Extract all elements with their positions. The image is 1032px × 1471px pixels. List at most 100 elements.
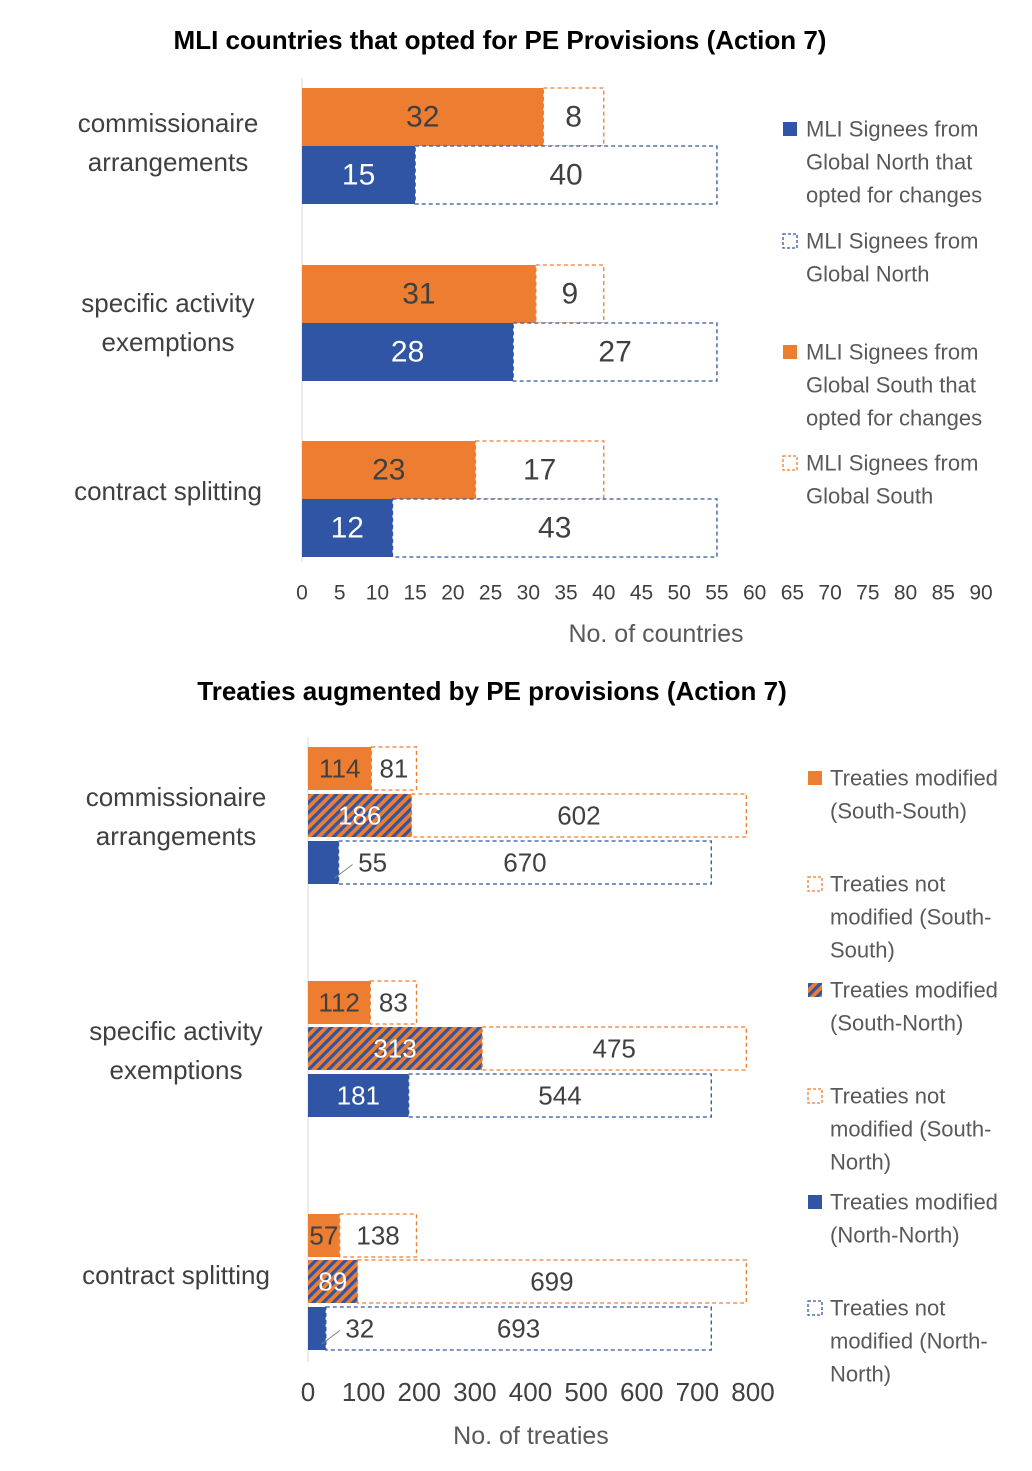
chart2-data-label: 89	[318, 1267, 347, 1297]
chart2-bar-south-south-not-modified	[369, 980, 418, 1025]
chart2-bar-south-north-not-modified	[410, 793, 747, 838]
chart1-x-tick-label: 60	[743, 582, 766, 605]
chart2-bar-north-north-modified	[308, 841, 339, 884]
chart1-data-label: 17	[523, 454, 556, 487]
chart2-category-label: exemptions	[110, 1055, 243, 1085]
chart2-category-label: contract splitting	[82, 1260, 270, 1290]
chart1-legend-label: Global North that	[806, 150, 972, 175]
chart1-x-tick-label: 15	[403, 582, 426, 605]
chart2-legend-label: Treaties not	[830, 1084, 945, 1109]
chart1-legend-label: Global South that	[806, 373, 976, 398]
chart2-legend-label: modified (North-	[830, 1329, 988, 1354]
chart2-data-label: 602	[557, 801, 600, 831]
chart2-legend-swatch	[807, 1088, 823, 1104]
chart2-x-tick-label: 700	[676, 1377, 719, 1407]
chart1-legend-label: MLI Signees from	[806, 340, 978, 365]
chart1-legend-swatch	[782, 455, 798, 471]
chart2-data-label: 693	[497, 1314, 540, 1344]
chart1-data-label: 9	[561, 278, 578, 311]
chart2-bar-north-north-modified	[308, 1307, 326, 1350]
chart1-category-label: specific activity	[81, 288, 254, 318]
chart1-x-tick-label: 55	[705, 582, 728, 605]
chart1-bar-south-opted	[302, 88, 544, 146]
chart2-data-label: 670	[503, 848, 546, 878]
chart1-title: MLI countries that opted for PE Provisio…	[174, 25, 827, 55]
chart2-data-label: 475	[593, 1034, 636, 1064]
chart1-data-label: 40	[549, 159, 582, 192]
chart1-x-tick-label: 40	[592, 582, 615, 605]
chart2-data-label: 181	[337, 1081, 380, 1111]
chart1-bar-south-opted	[302, 265, 536, 323]
chart1-category-label: commissionaire	[78, 108, 259, 138]
chart1-legend-label: MLI Signees from	[806, 117, 978, 142]
chart2-bar-south-south-modified	[308, 981, 371, 1024]
chart1-data-label: 8	[565, 101, 582, 134]
chart2-data-label: 313	[373, 1034, 416, 1064]
chart2-category-label: commissionaire	[86, 782, 267, 812]
chart1-x-tick-label: 75	[856, 582, 879, 605]
chart1-data-label: 28	[391, 336, 424, 369]
chart2-legend-label: (South-North)	[830, 1011, 963, 1036]
chart2-data-label: 544	[538, 1081, 581, 1111]
chart2-legend-swatch	[807, 876, 823, 892]
chart1-x-tick-label: 10	[366, 582, 389, 605]
chart2-bar-south-north-modified	[308, 794, 412, 837]
chart2-bar-north-north-not-modified	[408, 1073, 712, 1118]
chart1-x-tick-label: 85	[932, 582, 955, 605]
chart1-x-tick-label: 45	[630, 582, 653, 605]
chart1-legend-swatch	[782, 233, 798, 249]
chart1-legend-label: opted for changes	[806, 406, 982, 431]
chart2-legend-label: Treaties not	[830, 1296, 945, 1321]
chart1-bar-south-signees	[535, 264, 605, 324]
chart2-legend-swatch	[807, 1300, 823, 1316]
chart1-legend-label: opted for changes	[806, 183, 982, 208]
chart2-legend-label: Treaties not	[830, 872, 945, 897]
chart1-bar-south-opted	[302, 441, 476, 499]
chart1-x-tick-label: 90	[969, 582, 992, 605]
chart2-legend-label: modified (South-	[830, 905, 991, 930]
chart2-data-label: 32	[345, 1314, 374, 1344]
chart2-x-tick-label: 500	[564, 1377, 607, 1407]
chart1-x-axis-title: No. of countries	[568, 620, 743, 648]
chart2-bar-south-north-modified	[308, 1027, 483, 1070]
chart2-bar-south-north-not-modified	[356, 1259, 747, 1304]
chart1-bar-south-signees	[542, 87, 605, 147]
chart2-bar-south-north-modified	[308, 1260, 358, 1303]
chart2-bar-south-south-not-modified	[339, 1213, 418, 1258]
chart1-bar-south-signees	[474, 440, 605, 500]
chart2-data-label: 699	[530, 1267, 573, 1297]
chart2-x-tick-label: 400	[509, 1377, 552, 1407]
chart1-bar-north-signees	[391, 498, 718, 558]
chart1-bar-north-signees	[512, 322, 718, 382]
chart1-legend-swatch	[783, 122, 797, 136]
chart2-legend-label: South)	[830, 938, 895, 963]
chart2-legend-label: Treaties modified	[830, 978, 998, 1003]
chart2-x-axis-title: No. of treaties	[453, 1422, 609, 1450]
chart2-title: Treaties augmented by PE provisions (Act…	[197, 676, 786, 706]
chart1-data-label: 43	[538, 512, 571, 545]
chart2-x-tick-label: 800	[731, 1377, 774, 1407]
chart1-x-tick-label: 80	[894, 582, 917, 605]
chart2-bar-south-south-modified	[308, 1214, 340, 1257]
chart1-x-tick-label: 5	[334, 582, 346, 605]
chart2-data-label-leader	[334, 864, 353, 879]
chart1-legend-label: Global South	[806, 484, 933, 509]
chart2-data-label: 57	[309, 1221, 338, 1251]
chart2-legend-label: modified (South-	[830, 1117, 991, 1142]
chart1-x-tick-label: 20	[441, 582, 464, 605]
chart1-data-label: 12	[331, 512, 364, 545]
chart2-data-label-leader	[321, 1330, 341, 1345]
chart1-data-label: 32	[406, 101, 439, 134]
chart1-x-tick-label: 30	[517, 582, 540, 605]
chart2-data-label: 55	[358, 848, 387, 878]
chart1-legend-label: MLI Signees from	[806, 451, 978, 476]
chart2-x-tick-label: 0	[301, 1377, 315, 1407]
chart2-x-tick-label: 200	[398, 1377, 441, 1407]
chart2-legend-label: Treaties modified	[830, 1190, 998, 1215]
chart1-bar-north-opted	[302, 323, 514, 381]
chart2-bar-north-north-not-modified	[337, 840, 712, 885]
chart2-x-tick-label: 100	[342, 1377, 385, 1407]
chart1-category-label: contract splitting	[74, 476, 262, 506]
chart1-x-tick-label: 65	[781, 582, 804, 605]
